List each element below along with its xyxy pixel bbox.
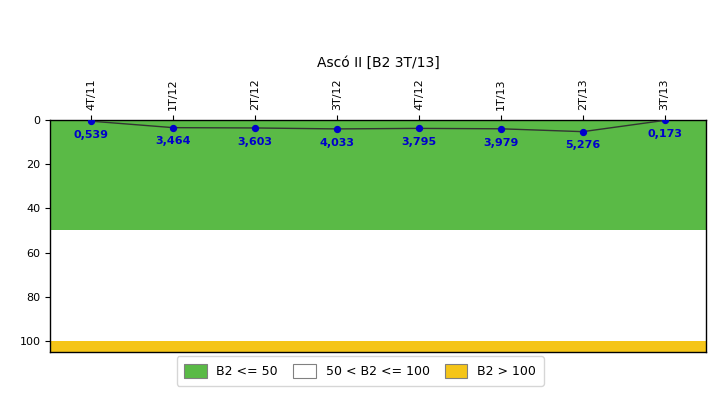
Text: 5,276: 5,276 xyxy=(565,140,600,150)
Text: 3,979: 3,979 xyxy=(483,138,518,148)
Bar xyxy=(50,120,706,230)
Text: 4,033: 4,033 xyxy=(320,138,354,148)
Text: 3,464: 3,464 xyxy=(156,136,191,146)
Point xyxy=(331,126,343,132)
Point xyxy=(249,125,261,131)
Text: 3,795: 3,795 xyxy=(401,137,436,147)
Point xyxy=(495,126,507,132)
Text: 3,603: 3,603 xyxy=(238,137,273,147)
Legend: B2 <= 50, 50 < B2 <= 100, B2 > 100: B2 <= 50, 50 < B2 <= 100, B2 > 100 xyxy=(176,356,544,386)
Point xyxy=(659,117,670,124)
Point xyxy=(86,118,97,124)
Bar xyxy=(50,341,706,352)
Bar xyxy=(50,230,706,341)
Title: Ascó II [B2 3T/13]: Ascó II [B2 3T/13] xyxy=(317,56,439,70)
Point xyxy=(577,128,588,135)
Point xyxy=(168,124,179,131)
Text: 0,539: 0,539 xyxy=(74,130,109,140)
Text: 0,173: 0,173 xyxy=(647,129,682,139)
Point xyxy=(413,125,425,132)
